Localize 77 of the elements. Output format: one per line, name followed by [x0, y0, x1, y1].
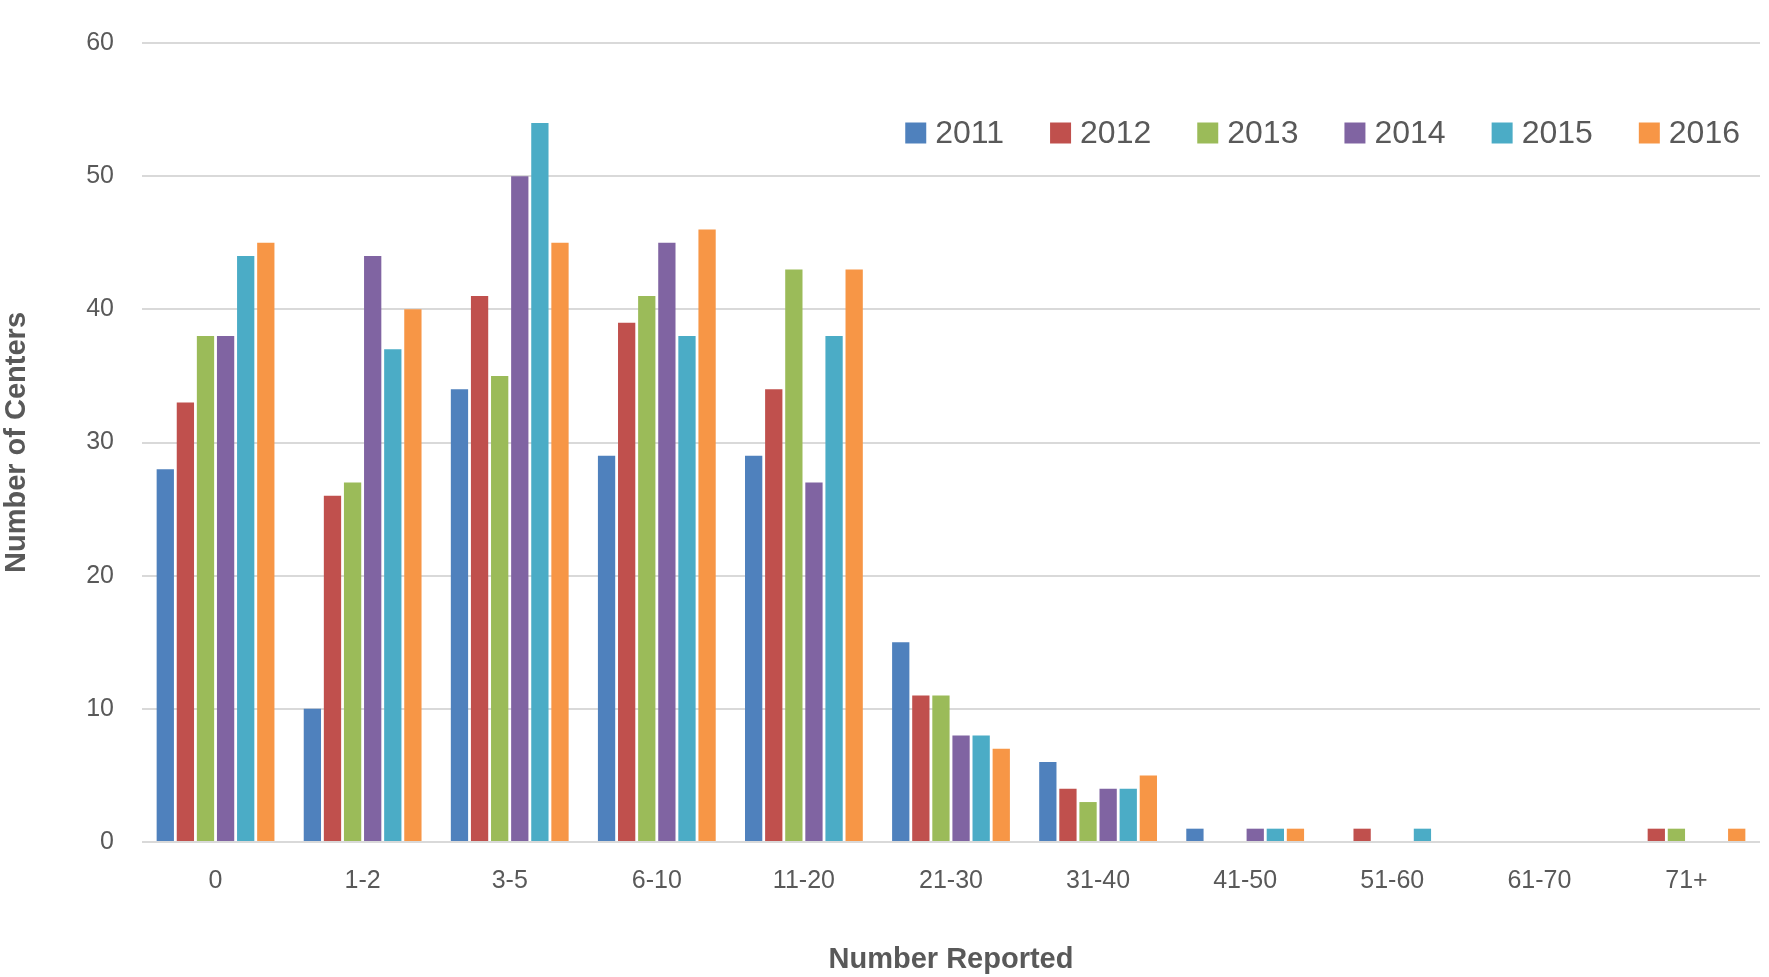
bar — [1413, 828, 1432, 841]
legend-label: 2013 — [1227, 113, 1299, 150]
bar — [825, 335, 843, 841]
bar — [805, 482, 823, 841]
bar — [364, 256, 382, 841]
y-tick-label: 20 — [86, 559, 114, 588]
legend-label: 2011 — [935, 113, 1005, 150]
bar — [216, 335, 235, 841]
x-tick-label: 3-5 — [491, 864, 528, 893]
y-axis-title: Number of Centers — [0, 311, 32, 574]
bar — [1059, 788, 1077, 841]
y-tick-label: 60 — [86, 26, 114, 55]
bar — [1099, 788, 1117, 841]
bar — [932, 695, 950, 841]
bar — [1286, 828, 1305, 841]
bar — [511, 176, 529, 841]
bar — [972, 735, 990, 841]
bar — [384, 349, 402, 841]
y-tick-label: 50 — [86, 160, 114, 189]
bar — [196, 335, 215, 841]
bar — [1728, 828, 1746, 841]
x-tick-label: 61-70 — [1507, 864, 1572, 893]
x-tick-label: 71+ — [1665, 864, 1708, 893]
bar — [1667, 828, 1686, 841]
bar — [176, 402, 195, 841]
x-axis-title: Number Reported — [828, 941, 1074, 974]
bar — [1186, 828, 1204, 841]
bar — [531, 122, 549, 841]
bar — [1139, 775, 1157, 841]
bar — [765, 389, 783, 841]
bar — [1266, 828, 1284, 841]
bar — [1353, 828, 1371, 841]
bar — [912, 695, 930, 841]
bar — [470, 296, 489, 841]
bar — [952, 735, 970, 841]
x-tick-label: 51-60 — [1360, 864, 1425, 893]
bar — [892, 642, 910, 841]
x-tick-label: 41-50 — [1213, 864, 1278, 893]
bar — [257, 242, 275, 841]
bar — [785, 269, 803, 841]
bar — [1246, 828, 1264, 841]
bar — [323, 495, 342, 841]
bar — [343, 482, 362, 841]
x-tick-label: 21-30 — [919, 864, 983, 893]
bar — [303, 708, 322, 841]
legend-label: 2016 — [1668, 113, 1740, 150]
bar — [404, 309, 422, 841]
bar — [1039, 762, 1057, 841]
legend-label: 2012 — [1080, 113, 1152, 150]
legend-label: 2014 — [1374, 113, 1446, 150]
x-tick-label: 31-40 — [1066, 864, 1131, 893]
bar — [618, 322, 636, 841]
bar — [450, 389, 469, 841]
y-tick-label: 0 — [100, 825, 114, 854]
y-tick-label: 10 — [86, 692, 114, 721]
bar — [658, 242, 676, 841]
bar — [638, 296, 656, 841]
x-tick-label: 0 — [208, 864, 223, 893]
bar — [491, 375, 509, 841]
bar — [992, 748, 1010, 841]
x-tick-label: 1-2 — [344, 864, 381, 893]
bar — [237, 256, 255, 841]
bar — [845, 269, 863, 841]
y-tick-label: 30 — [86, 426, 114, 455]
bar — [698, 229, 716, 841]
bar — [156, 469, 174, 841]
bar — [745, 455, 763, 841]
bar — [597, 455, 616, 841]
bar — [1119, 788, 1137, 841]
bar — [551, 242, 569, 841]
y-tick-label: 40 — [86, 293, 114, 322]
bar — [1647, 828, 1665, 841]
x-tick-label: 11-20 — [772, 864, 835, 893]
x-tick-label: 6-10 — [631, 864, 682, 893]
bar — [678, 335, 696, 841]
legend-label: 2015 — [1521, 113, 1593, 150]
bar — [1079, 802, 1097, 841]
